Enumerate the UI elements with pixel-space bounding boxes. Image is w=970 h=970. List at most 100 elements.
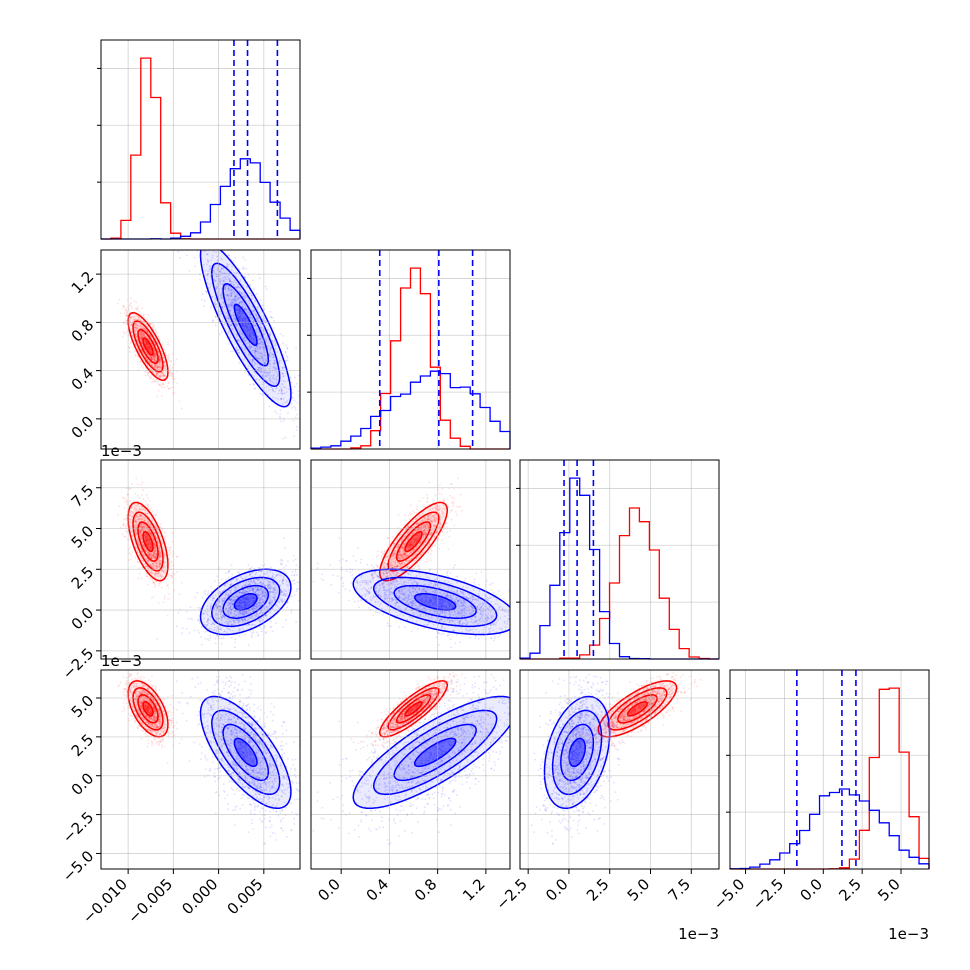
sample-point bbox=[168, 357, 170, 360]
sample-point bbox=[269, 310, 272, 313]
sample-point bbox=[158, 336, 161, 339]
sample-point bbox=[121, 335, 124, 338]
sample-point bbox=[147, 343, 150, 345]
sample-point bbox=[139, 335, 142, 338]
sample-point bbox=[157, 368, 160, 371]
sample-point bbox=[142, 489, 145, 492]
sample-point bbox=[148, 350, 151, 352]
sample-point bbox=[258, 277, 261, 280]
sample-point bbox=[140, 330, 142, 332]
sample-point bbox=[146, 347, 149, 349]
sample-point bbox=[137, 356, 140, 358]
sample-point bbox=[155, 330, 158, 333]
sample-point bbox=[259, 299, 262, 302]
sample-point bbox=[247, 374, 250, 377]
sample-point bbox=[163, 374, 166, 377]
sample-point bbox=[150, 358, 153, 360]
sample-point bbox=[137, 317, 140, 319]
sample-point bbox=[158, 355, 161, 357]
sample-point bbox=[148, 349, 151, 351]
sample-point bbox=[153, 335, 156, 338]
sample-point bbox=[259, 392, 261, 395]
sample-point bbox=[159, 359, 161, 361]
sample-point bbox=[169, 551, 172, 554]
sample-point bbox=[154, 352, 156, 355]
sample-point bbox=[148, 334, 151, 336]
sample-point bbox=[163, 356, 165, 359]
sample-point bbox=[146, 331, 149, 334]
sample-point bbox=[214, 324, 217, 327]
sample-point bbox=[157, 335, 160, 338]
sample-point bbox=[136, 319, 139, 321]
sample-point bbox=[154, 355, 157, 358]
sample-point bbox=[291, 391, 294, 394]
sample-point bbox=[150, 350, 153, 353]
sample-point bbox=[123, 535, 126, 538]
sample-point bbox=[149, 322, 152, 325]
sample-point bbox=[150, 364, 153, 367]
sample-point bbox=[132, 315, 135, 318]
sample-point bbox=[158, 361, 161, 363]
sample-point bbox=[162, 372, 165, 374]
sample-point bbox=[132, 319, 135, 321]
sample-point bbox=[287, 560, 289, 562]
sample-point bbox=[129, 311, 131, 314]
sample-point bbox=[149, 356, 152, 359]
sample-point bbox=[282, 566, 285, 569]
sample-point bbox=[122, 331, 125, 333]
sample-point bbox=[157, 584, 160, 587]
sample-point bbox=[296, 413, 298, 416]
sample-point bbox=[163, 348, 166, 351]
sample-point bbox=[282, 342, 284, 345]
sample-point bbox=[142, 498, 145, 500]
sample-point bbox=[167, 598, 170, 601]
sample-point bbox=[162, 356, 165, 359]
sample-point bbox=[121, 533, 124, 536]
sample-point bbox=[123, 507, 126, 509]
sample-point bbox=[302, 583, 304, 585]
sample-point bbox=[250, 566, 253, 568]
sample-point bbox=[153, 359, 156, 362]
sample-point bbox=[151, 355, 154, 358]
sample-point bbox=[230, 248, 232, 250]
sample-point bbox=[176, 202, 178, 204]
sample-point bbox=[124, 498, 127, 501]
sample-point bbox=[134, 492, 137, 495]
sample-point bbox=[206, 247, 208, 249]
sample-point bbox=[182, 231, 184, 233]
sample-point bbox=[162, 374, 165, 377]
sample-point bbox=[286, 346, 289, 349]
sample-point bbox=[285, 344, 288, 347]
sample-point bbox=[146, 348, 149, 350]
sample-point bbox=[149, 508, 152, 511]
sample-point bbox=[215, 634, 218, 637]
sample-point bbox=[148, 345, 151, 348]
sample-point bbox=[128, 488, 131, 490]
sample-point bbox=[153, 581, 155, 584]
sample-point bbox=[128, 559, 131, 561]
sample-point bbox=[155, 373, 158, 376]
sample-point bbox=[193, 256, 196, 259]
sample-point bbox=[139, 325, 142, 328]
sample-point bbox=[148, 344, 150, 347]
sample-point bbox=[169, 546, 172, 548]
sample-point bbox=[148, 348, 151, 350]
sample-point bbox=[145, 357, 148, 360]
sample-point bbox=[170, 368, 172, 370]
sample-point bbox=[140, 324, 143, 327]
sample-point bbox=[228, 576, 230, 579]
sample-point bbox=[304, 446, 306, 448]
sample-point bbox=[155, 365, 158, 368]
sample-point bbox=[146, 342, 149, 345]
sample-point bbox=[139, 332, 142, 335]
sample-point bbox=[305, 442, 307, 444]
sample-point bbox=[125, 331, 128, 333]
sample-point bbox=[134, 354, 137, 356]
sample-point bbox=[149, 334, 152, 337]
sample-point bbox=[146, 343, 148, 346]
sample-point bbox=[170, 374, 173, 377]
sample-point bbox=[149, 356, 152, 358]
sample-point bbox=[145, 340, 147, 342]
sample-point bbox=[139, 333, 141, 335]
sample-point bbox=[175, 358, 178, 361]
